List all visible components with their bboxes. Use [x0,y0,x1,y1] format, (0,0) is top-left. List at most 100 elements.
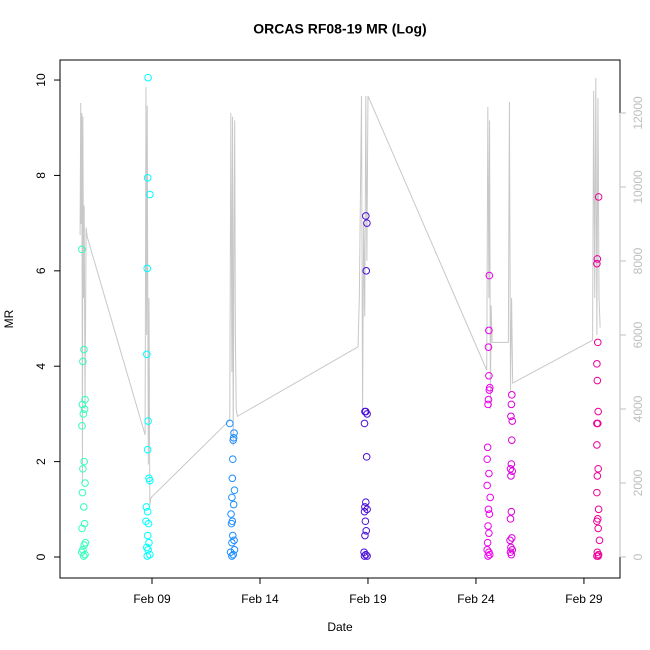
data-point [508,546,517,554]
data-point [143,264,152,273]
data-point [226,548,235,557]
data-point [486,493,495,502]
data-point [363,219,371,227]
data-point [594,505,603,514]
data-point [225,419,234,428]
data-point [142,503,151,511]
data-point [484,552,492,560]
data-point [229,500,238,509]
data-point [594,524,602,533]
data-point [78,524,86,533]
data-point [508,467,517,475]
data-point [507,472,515,480]
data-point [146,476,154,485]
data-point [363,410,371,418]
data-point [144,519,153,528]
data-point [508,534,516,542]
y-tick-label: 2 [34,458,48,465]
data-point [362,550,370,559]
data-point [506,515,515,523]
data-point [593,338,602,347]
data-point [80,405,89,413]
data-point [144,417,152,425]
data-point [143,507,152,516]
data-point [143,445,152,454]
data-point [230,429,238,437]
x-tick-label: Feb 14 [241,592,279,606]
data-point [485,469,493,478]
data-point [360,552,369,560]
data-point [483,455,491,464]
data-point [593,255,602,263]
y2-tick-label: 6000 [631,321,645,348]
data-point [593,360,601,368]
data-point [79,357,87,366]
data-point [507,412,515,421]
data-point [483,443,492,452]
data-point [485,510,494,518]
y2-tick-label: 12000 [631,96,645,130]
data-point [230,536,238,545]
data-point [360,507,369,516]
data-point [507,400,516,409]
y-tick-label: 0 [34,553,48,560]
data-point [142,517,150,526]
x-axis-label: Date [327,620,353,634]
altitude-line [79,77,601,506]
data-point [361,503,369,511]
data-point [507,460,516,468]
data-point [361,407,369,416]
data-point [81,479,89,487]
data-point [485,386,494,394]
data-point [143,531,152,540]
data-point [485,550,494,559]
data-point [145,538,153,547]
data-point [484,395,493,404]
data-point [228,493,236,502]
x-tick-label: Feb 09 [133,592,171,606]
data-point [78,488,87,497]
data-point [508,436,516,444]
data-point [227,510,235,518]
data-point [81,550,89,559]
data-point [79,410,88,418]
data-point [80,457,88,466]
data-point [80,345,88,354]
data-point [507,507,516,516]
data-point [361,517,370,526]
data-point [506,464,515,473]
y-tick-label: 4 [34,363,48,370]
y2-tick-label: 8000 [631,247,645,274]
data-point [362,453,371,461]
data-point [507,550,516,559]
y-tick-label: 6 [34,267,48,274]
data-point [143,350,151,359]
data-point [506,536,514,545]
data-point [594,407,602,416]
data-point [228,538,236,547]
data-point [78,400,87,409]
data-point [593,419,602,428]
data-point [593,441,601,449]
data-point [230,546,239,554]
x-tick-label: Feb 19 [349,592,387,606]
data-point [362,498,370,506]
data-point [485,271,494,280]
data-point [362,267,371,275]
data-point [79,503,88,511]
y-tick-label: 8 [34,172,48,179]
y2-tick-label: 10000 [631,170,645,204]
data-point [143,174,152,182]
data-point [484,343,493,351]
y2-tick-label: 4000 [631,395,645,422]
data-point [79,552,88,560]
data-point [228,455,237,464]
data-point [593,472,602,480]
y2-tick-label: 0 [631,553,645,560]
data-point [230,486,239,495]
data-point [78,422,86,430]
data-point [146,190,154,199]
data-point [484,400,492,409]
data-point [229,436,238,444]
